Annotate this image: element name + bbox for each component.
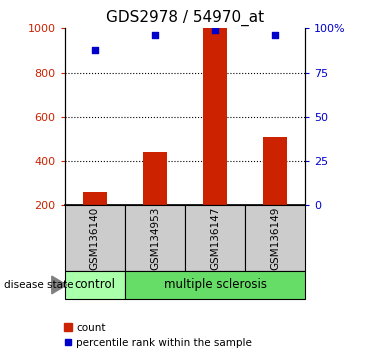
Bar xyxy=(245,205,305,271)
Text: control: control xyxy=(74,279,115,291)
Text: multiple sclerosis: multiple sclerosis xyxy=(164,279,266,291)
Point xyxy=(152,33,158,38)
Point xyxy=(92,47,98,52)
Point xyxy=(272,33,278,38)
Bar xyxy=(203,28,227,205)
Text: GSM134953: GSM134953 xyxy=(150,206,160,270)
Bar xyxy=(65,205,125,271)
Point xyxy=(212,27,218,33)
Bar xyxy=(83,192,107,205)
Bar xyxy=(185,205,245,271)
Text: GSM136147: GSM136147 xyxy=(210,206,220,270)
Bar xyxy=(65,271,125,299)
Text: GSM136149: GSM136149 xyxy=(270,206,280,270)
Text: disease state: disease state xyxy=(4,280,73,290)
Legend: count, percentile rank within the sample: count, percentile rank within the sample xyxy=(63,321,253,349)
Bar xyxy=(125,205,185,271)
Title: GDS2978 / 54970_at: GDS2978 / 54970_at xyxy=(106,9,264,25)
Bar xyxy=(125,271,305,299)
Text: GSM136140: GSM136140 xyxy=(90,206,100,270)
Polygon shape xyxy=(52,276,67,294)
Bar xyxy=(263,137,287,205)
Bar xyxy=(143,152,167,205)
